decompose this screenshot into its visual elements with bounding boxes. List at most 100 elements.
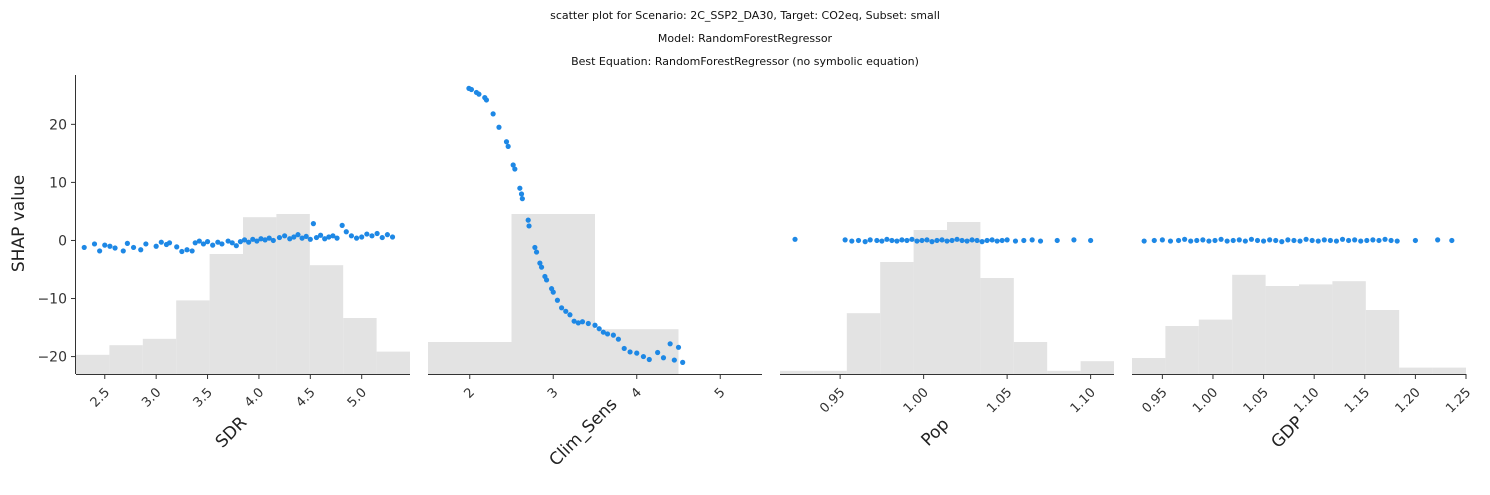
data-point	[158, 239, 164, 245]
y-tick-label: −20	[37, 350, 67, 366]
data-point	[348, 233, 355, 239]
data-point	[929, 239, 935, 245]
data-point	[196, 238, 202, 244]
data-point	[476, 91, 482, 97]
data-point	[518, 191, 525, 197]
data-point	[204, 239, 211, 245]
data-point	[1394, 238, 1400, 244]
data-point	[282, 233, 288, 239]
data-point	[317, 232, 324, 238]
data-point	[579, 319, 586, 325]
data-point	[1345, 237, 1352, 244]
data-point	[138, 247, 144, 253]
data-point	[384, 232, 390, 238]
data-point	[1212, 237, 1218, 244]
x-tick-label: 3	[545, 385, 561, 401]
data-point	[1159, 237, 1165, 243]
data-point	[503, 139, 510, 145]
histogram-bar	[947, 222, 981, 374]
data-point	[225, 238, 231, 244]
data-point	[1449, 237, 1455, 244]
data-point	[984, 237, 990, 244]
data-point	[1224, 238, 1230, 244]
data-point	[1358, 238, 1364, 244]
data-point	[1321, 237, 1327, 243]
data-point	[559, 305, 565, 311]
y-tick-label: 10	[49, 175, 67, 191]
data-point	[939, 237, 945, 243]
data-point	[295, 232, 301, 238]
data-point	[179, 248, 185, 255]
histogram-bar	[1232, 274, 1266, 374]
histogram-bar	[1198, 319, 1233, 374]
x-tick-label: 3.5	[191, 385, 216, 410]
data-point	[1333, 238, 1340, 244]
data-point	[543, 277, 550, 283]
data-point	[184, 247, 190, 253]
data-point	[1200, 237, 1206, 243]
x-tick-label: 5.0	[345, 385, 370, 410]
x-tick-label: 4	[629, 385, 645, 401]
x-tick-label: 0.95	[817, 385, 848, 416]
data-point	[1376, 237, 1382, 244]
data-point	[855, 237, 862, 244]
data-point	[1004, 237, 1010, 243]
histogram-bar	[376, 351, 410, 374]
data-point	[1071, 237, 1077, 243]
data-point	[1021, 237, 1027, 244]
histogram-bar	[980, 278, 1014, 374]
data-point	[1029, 237, 1035, 243]
data-point	[974, 237, 980, 244]
data-point	[1167, 238, 1174, 244]
data-point	[1248, 236, 1255, 242]
data-point	[526, 223, 532, 229]
data-point	[369, 233, 375, 239]
data-point	[1236, 237, 1242, 243]
data-point	[894, 238, 900, 244]
data-point	[914, 238, 920, 244]
histogram-bar	[142, 338, 177, 374]
data-point	[1327, 237, 1333, 244]
data-point	[1254, 237, 1261, 244]
data-point	[246, 239, 252, 245]
histogram-bar	[343, 318, 377, 374]
data-point	[339, 222, 345, 228]
histogram-bar	[880, 262, 914, 374]
data-point	[615, 336, 621, 342]
data-point	[266, 235, 272, 241]
data-point	[621, 345, 627, 352]
data-point	[634, 350, 640, 356]
data-point	[842, 237, 848, 243]
x-tick-label: 2	[462, 385, 478, 401]
histogram-bar	[209, 254, 243, 374]
x-tick-label: 1.05	[984, 385, 1015, 416]
data-point	[1315, 238, 1321, 244]
data-point	[270, 237, 276, 244]
data-point	[567, 312, 573, 318]
y-tick-label: 0	[58, 233, 67, 249]
data-point	[334, 235, 340, 241]
data-point	[944, 238, 950, 244]
data-point	[919, 237, 925, 244]
data-point	[954, 236, 960, 242]
data-point	[904, 237, 910, 244]
data-point	[519, 196, 525, 202]
data-point	[994, 238, 1000, 244]
data-point	[563, 308, 569, 314]
histogram-bar	[1265, 286, 1299, 374]
data-point	[174, 244, 180, 250]
data-point	[1339, 236, 1346, 242]
data-point	[585, 320, 591, 327]
data-point	[233, 243, 239, 249]
data-point	[600, 329, 606, 335]
data-point	[1037, 238, 1044, 244]
data-point	[310, 221, 316, 227]
data-point	[215, 239, 221, 245]
data-point	[1175, 237, 1182, 244]
data-point	[1291, 237, 1297, 244]
data-point	[1279, 239, 1285, 245]
data-point	[359, 234, 365, 240]
histogram-bar	[76, 354, 110, 374]
data-point	[189, 248, 195, 254]
